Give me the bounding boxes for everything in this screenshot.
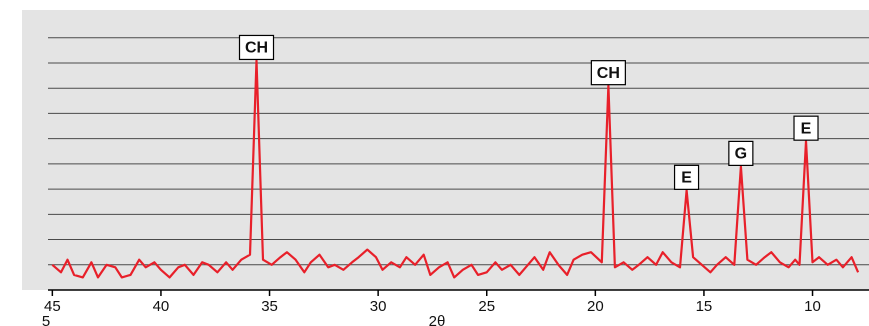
peak-label: E [681, 170, 692, 187]
x-tick-label: 20 [587, 298, 604, 315]
peak-label-box [673, 164, 700, 190]
peak-label-box [793, 115, 819, 141]
x-tick-label: 35 [261, 298, 278, 315]
x-tick-label: 45 [44, 298, 61, 315]
data-line [51, 59, 860, 279]
peak-label: CH [597, 65, 620, 82]
plot-background [22, 10, 869, 290]
peak-label: G [735, 146, 747, 163]
x-tick-label: 25 [478, 298, 495, 315]
peak-label-box [590, 60, 626, 86]
peak-label: CH [245, 40, 268, 57]
x-tick-label: 40 [153, 298, 170, 315]
x-axis-label: 2θ [429, 313, 446, 326]
x-tick-label: 30 [370, 298, 387, 315]
peak-label: E [801, 120, 812, 137]
peak-label-box [728, 140, 754, 166]
peak-label-box [238, 34, 275, 61]
x-tick-label: 15 [696, 298, 713, 315]
x-tick-label: 10 [804, 298, 821, 315]
corner-note: 5 [42, 313, 50, 326]
